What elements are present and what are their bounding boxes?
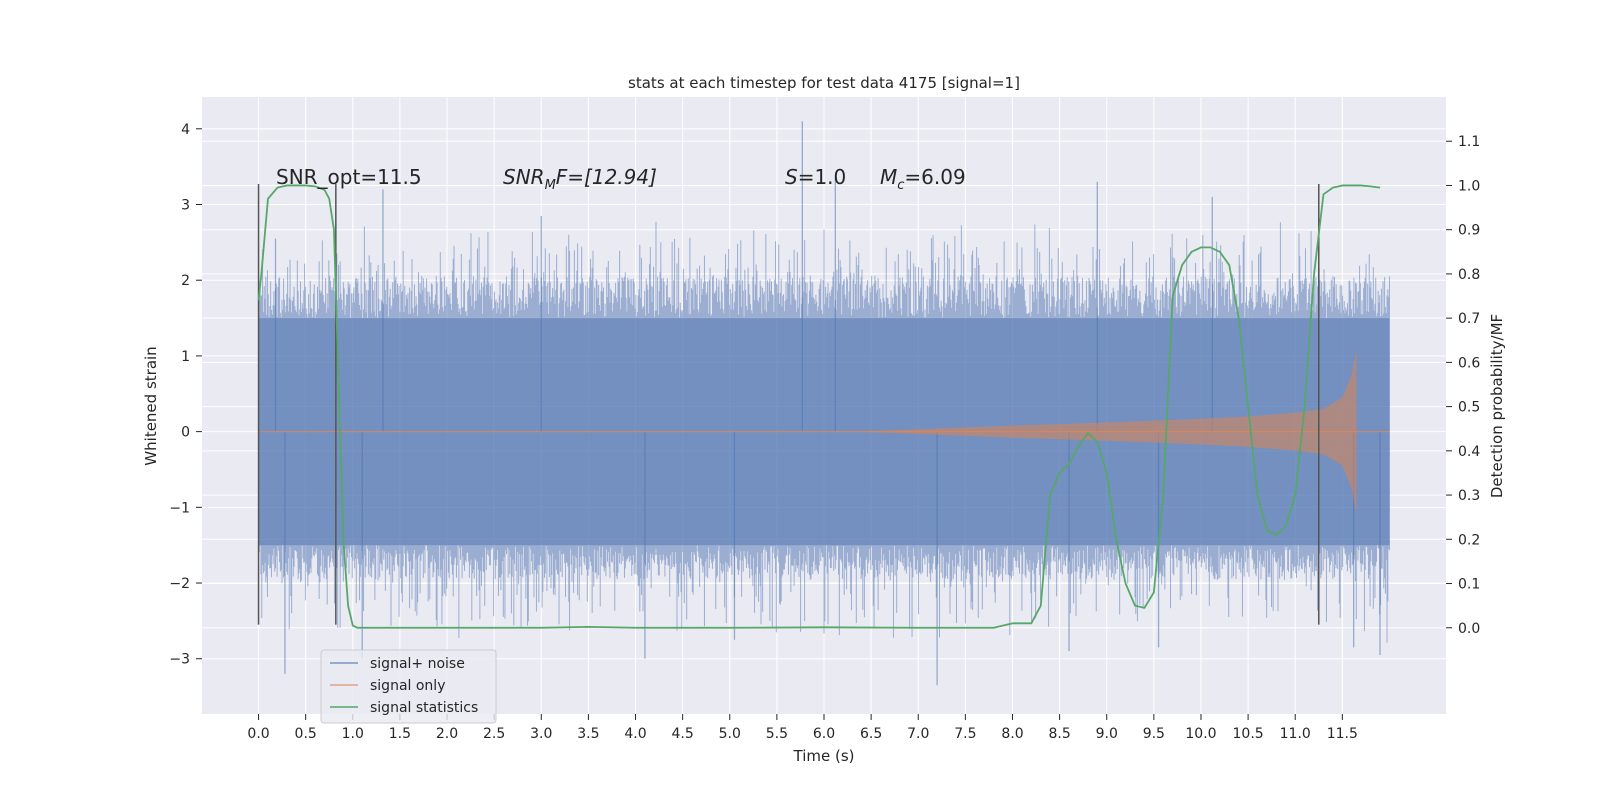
legend: signal+ noise signal only signal statist… — [320, 649, 497, 724]
y-right-tick-label: 0.9 — [1458, 223, 1480, 239]
x-tick-label: 3.5 — [577, 726, 599, 742]
y-left-tick-label: 0 — [181, 425, 190, 441]
x-tick-label: 6.5 — [860, 726, 882, 742]
x-tick-label: 11.0 — [1280, 726, 1311, 742]
legend-label-signal-only: signal only — [370, 678, 445, 694]
y-right-tick-label: 0.7 — [1458, 311, 1480, 327]
legend-label-signal-statistics: signal statistics — [370, 700, 478, 716]
x-tick-label: 6.0 — [813, 726, 835, 742]
x-tick-label: 9.0 — [1096, 726, 1118, 742]
annotation-mc-sub: c — [897, 178, 904, 193]
annotation-mc-main: M — [880, 165, 897, 189]
x-tick-label: 10.0 — [1185, 726, 1216, 742]
y-right-tick-label: 0.1 — [1458, 577, 1480, 593]
x-tick-label: 8.0 — [1001, 726, 1023, 742]
tick-layer: 0.0 0.5 1.0 1.5 2.0 2.5 3.0 3.5 4.0 4.5 5.0 5.5 6.0 6… — [169, 122, 1480, 742]
y-right-tick-label: 0.4 — [1458, 444, 1480, 460]
annotation-snr-mf-f: F=[12.94] — [556, 165, 657, 189]
annotation-snr-opt-text: SNR_opt=11.5 — [276, 165, 422, 189]
x-tick-label: 1.5 — [389, 726, 411, 742]
x-tick-label: 11.5 — [1327, 726, 1358, 742]
x-tick-label: 2.5 — [483, 726, 505, 742]
y-left-tick-label: −2 — [169, 576, 190, 592]
x-tick-label: 0.5 — [295, 726, 317, 742]
annotation-snr-opt: SNR_opt=11.5 — [276, 165, 422, 189]
x-tick-label: 5.0 — [719, 726, 741, 742]
annotation-mc: Mc=6.09 — [880, 165, 966, 193]
x-tick-label: 5.5 — [766, 726, 788, 742]
x-tick-label: 9.5 — [1143, 726, 1165, 742]
x-tick-label: 1.0 — [342, 726, 364, 742]
signal-statistics-line — [257, 184, 1381, 629]
x-tick-label: 8.5 — [1048, 726, 1070, 742]
x-tick-label: 4.5 — [672, 726, 694, 742]
y-right-tick-label: 1.0 — [1458, 178, 1480, 194]
x-tick-label: 0.0 — [247, 726, 269, 742]
y-axis-label-left: Whitened strain — [142, 346, 160, 465]
annotation-snr-mf-tail: F=[12.94] — [556, 165, 657, 189]
y-right-tick-label: 0.5 — [1458, 400, 1480, 416]
y-right-tick-label: 0.0 — [1458, 621, 1480, 637]
x-tick-label: 3.0 — [530, 726, 552, 742]
y-left-tick-label: 4 — [181, 122, 190, 138]
x-tick-label: 7.5 — [954, 726, 976, 742]
chart-title: stats at each timestep for test data 417… — [628, 74, 1020, 92]
y-left-tick-label: −1 — [169, 500, 190, 516]
annotation-layer: SNR_opt=11.5 SNRMF=[12.94] S=1.0 Mc=6.09 — [276, 165, 966, 193]
x-tick-label: 7.0 — [907, 726, 929, 742]
annotation-s: S=1.0 — [785, 165, 846, 189]
x-tick-label: 4.0 — [624, 726, 646, 742]
vline-layer — [257, 184, 1320, 625]
y-left-tick-label: 3 — [181, 198, 190, 214]
x-tick-label: 10.5 — [1233, 726, 1264, 742]
annotation-snr-mf: SNRMF=[12.94] — [503, 165, 657, 193]
y-right-tick-label: 0.6 — [1458, 355, 1480, 371]
y-left-tick-label: 2 — [181, 273, 190, 289]
y-right-tick-label: 0.3 — [1458, 488, 1480, 504]
y-left-tick-label: 1 — [181, 349, 190, 365]
x-axis-label: Time (s) — [793, 747, 855, 765]
stat-layer — [257, 184, 1381, 629]
y-axis-label-right: Detection probability/MF — [1488, 314, 1506, 498]
y-right-tick-label: 0.2 — [1458, 532, 1480, 548]
annotation-mc-tail: =6.09 — [904, 165, 965, 189]
annotation-s-tail: =1.0 — [798, 165, 847, 189]
legend-label-signal-noise: signal+ noise — [370, 656, 465, 672]
legend-box — [320, 649, 497, 724]
y-left-tick-label: −3 — [169, 652, 190, 668]
chirp-layer — [258, 348, 1390, 515]
x-tick-label: 2.0 — [436, 726, 458, 742]
annotation-snr-mf-sub: M — [545, 178, 556, 193]
annotation-snr-mf-main: SNR — [503, 165, 545, 189]
y-right-tick-label: 0.8 — [1458, 267, 1480, 283]
y-right-tick-label: 1.1 — [1458, 134, 1480, 150]
annotation-s-main: S — [785, 165, 798, 189]
